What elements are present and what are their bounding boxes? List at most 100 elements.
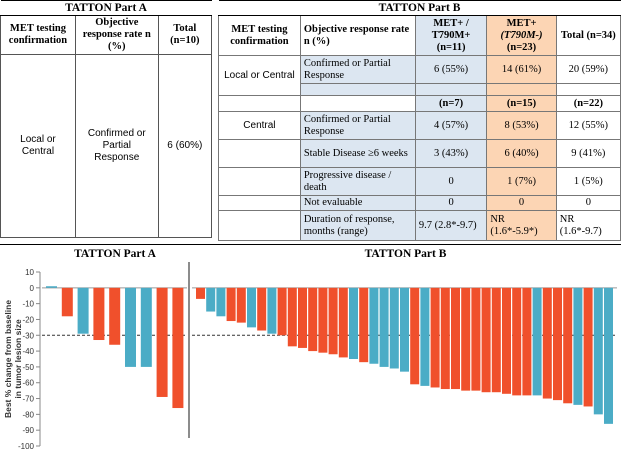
- table-cell: 6 (40%): [486, 139, 557, 168]
- part-b-central-confirmation: Central: [218, 111, 301, 140]
- bar: [593, 287, 603, 415]
- spacer-cell: [299, 95, 416, 112]
- waterfall-charts: 10 0 -10 -20 -30 -40 -50 -60 -70 -80 -90 -100 Best %…: [3, 262, 617, 449]
- bar: [410, 287, 420, 385]
- bar: [328, 287, 338, 355]
- header-n23-label: (n=23): [506, 41, 537, 53]
- part-b-local-met-neg: 14 (61%): [486, 55, 557, 84]
- part-a-header-total: Total (n=10): [157, 15, 213, 55]
- part-b-local-met-pos: 6 (55%): [414, 55, 488, 84]
- bar: [61, 287, 73, 317]
- y-axis: 10 0 -10 -20 -30 -40 -50 -60 -70 -80 -90 -100 Best %…: [3, 262, 190, 449]
- y-tick-label: -40: [22, 347, 34, 356]
- bar: [172, 287, 184, 409]
- spacer-cell: [218, 210, 301, 241]
- table-cell: Duration of response, months (range): [299, 210, 416, 241]
- table-cell: 1 (7%): [486, 167, 557, 196]
- bar: [267, 287, 277, 334]
- part-a-header-confirmation: MET testing confirmation: [0, 15, 76, 55]
- table-cell: 9.7 (2.8*-9.7): [414, 210, 488, 241]
- bar: [563, 287, 573, 404]
- bar: [277, 287, 287, 336]
- bar: [140, 287, 152, 367]
- part-b-table: TATTON Part B MET testing confirmation O…: [218, 0, 621, 241]
- y-axis-label: Best % change from baselinein tumor lesi…: [3, 300, 23, 418]
- y-tick-label: -90: [22, 426, 34, 435]
- bar: [420, 287, 430, 386]
- y-tick-label: -20: [22, 315, 34, 324]
- bar: [298, 287, 307, 348]
- y-tick-label: -30: [22, 331, 34, 340]
- y-tick-label: -10: [22, 300, 34, 309]
- table-cell: 12 (55%): [555, 111, 621, 140]
- bar: [109, 287, 121, 345]
- part-b-central-n-pos: (n=7): [414, 95, 488, 112]
- part-a-total-value: 6 (60%): [157, 54, 213, 238]
- table-cell: 4 (57%): [414, 111, 488, 140]
- bar: [379, 287, 389, 367]
- table-cell: 0: [414, 195, 488, 211]
- part-b-central-n-total: (n=22): [555, 95, 621, 112]
- y-tick-label: -80: [22, 410, 34, 419]
- y-tick-label: 0: [30, 284, 35, 293]
- chart-a-title: TATTON Part A: [74, 248, 156, 260]
- chart-a: [42, 286, 187, 409]
- part-b-local-confirmation: Local or Central: [218, 55, 301, 96]
- bar: [206, 287, 216, 312]
- bar: [553, 287, 562, 401]
- part-a-confirmation: Local or Central: [0, 54, 76, 238]
- table-cell: Confirmed or Partial Response: [299, 111, 416, 140]
- chart-b-title: TATTON Part B: [364, 248, 447, 260]
- bar: [359, 287, 369, 363]
- part-b-local-total: 20 (59%): [555, 55, 621, 84]
- y-tick-label: -50: [22, 363, 34, 372]
- bar: [308, 287, 318, 352]
- table-cell: 9 (41%): [555, 139, 621, 168]
- spacer-cell: [218, 139, 301, 168]
- bar: [400, 287, 409, 372]
- part-b-local-response: Confirmed or Partial Response: [299, 55, 416, 84]
- bar: [481, 287, 491, 393]
- bar: [369, 287, 379, 364]
- bar: [451, 287, 460, 390]
- bar: [532, 287, 542, 396]
- bar: [46, 286, 57, 288]
- bar: [196, 287, 205, 299]
- table-cell: 8 (53%): [486, 111, 557, 140]
- y-tick-label: -60: [22, 379, 34, 388]
- chart-top-divider: [0, 244, 621, 245]
- spacer-cell: [299, 83, 416, 96]
- bar: [156, 287, 168, 397]
- part-b-header-met-t790m-pos: MET+ / T790M+ (n=11): [414, 15, 488, 56]
- table-cell: NR (1.6*-5.9*): [486, 210, 557, 241]
- part-b-header-orr: Objective response rate n (%): [299, 15, 416, 56]
- part-a-title: TATTON Part A: [0, 0, 212, 16]
- bar: [247, 287, 256, 328]
- spacer-cell: [486, 83, 557, 96]
- table-cell: Progressive disease / death: [299, 167, 416, 196]
- bar: [93, 287, 105, 341]
- bar: [440, 287, 450, 390]
- table-cell: 3 (43%): [414, 139, 488, 168]
- spacer-cell: [555, 83, 621, 96]
- bar: [542, 287, 552, 399]
- spacer-cell: [414, 83, 488, 96]
- table-cell: 0: [414, 167, 488, 196]
- bar: [338, 287, 348, 358]
- y-tick-label: -70: [22, 395, 34, 404]
- table-cell: NR (1.6*-9.7): [555, 210, 621, 241]
- bar: [257, 287, 267, 331]
- bar: [216, 287, 226, 317]
- part-b-central-n-neg: (n=15): [486, 95, 557, 112]
- y-tick-label: 10: [25, 268, 34, 277]
- spacer-cell: [218, 95, 301, 112]
- chart-b: [192, 287, 617, 424]
- part-a-response: Confirmed or Partial Response: [74, 54, 159, 238]
- bar: [512, 287, 522, 396]
- table-cell: 0: [486, 195, 557, 211]
- bar: [389, 287, 399, 369]
- bar: [349, 287, 358, 359]
- bar: [491, 287, 501, 393]
- part-b-header-met-t790m-neg: MET+ (T790M-) (n=23): [486, 15, 557, 56]
- y-tick-label: -100: [18, 442, 35, 449]
